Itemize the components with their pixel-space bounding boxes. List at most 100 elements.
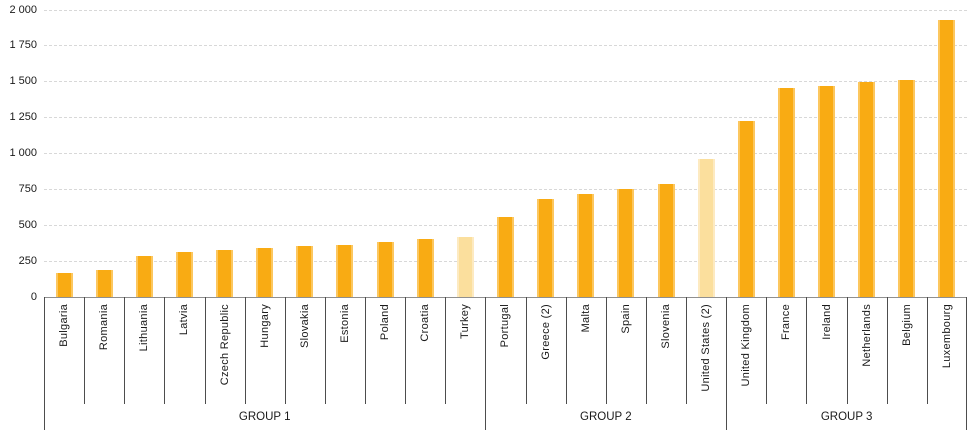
group-divider bbox=[44, 297, 45, 430]
category-cell: Slovakia bbox=[285, 298, 325, 404]
category-label: Luxembourg bbox=[940, 304, 953, 369]
bar bbox=[537, 198, 555, 297]
bar bbox=[376, 241, 394, 297]
category-cell: Croatia bbox=[405, 298, 445, 404]
category-cell: Greece (2) bbox=[526, 298, 566, 404]
category-label: Turkey bbox=[459, 304, 472, 340]
bar bbox=[95, 269, 113, 297]
category-label: Greece (2) bbox=[539, 304, 552, 360]
bar bbox=[296, 246, 314, 297]
category-divider bbox=[324, 297, 326, 404]
category-divider bbox=[686, 297, 688, 404]
bar bbox=[577, 193, 595, 297]
category-divider bbox=[244, 297, 246, 404]
category-cell: Bulgaria bbox=[44, 298, 84, 404]
category-label: Estonia bbox=[338, 304, 351, 343]
category-cell: Slovenia bbox=[646, 298, 686, 404]
category-label: Belgium bbox=[900, 304, 913, 346]
category-divider bbox=[886, 297, 888, 404]
category-divider bbox=[565, 297, 567, 404]
category-cell: France bbox=[766, 298, 806, 404]
category-divider bbox=[645, 297, 647, 404]
category-label: Slovenia bbox=[660, 304, 673, 349]
bar bbox=[416, 238, 434, 297]
category-label: Romania bbox=[98, 304, 111, 351]
bar bbox=[55, 272, 73, 297]
bar bbox=[216, 250, 234, 297]
bar bbox=[135, 256, 153, 297]
bar bbox=[336, 245, 354, 297]
category-cell: Portugal bbox=[485, 298, 525, 404]
category-divider bbox=[766, 297, 768, 404]
category-label: Hungary bbox=[258, 304, 271, 348]
gridline bbox=[44, 153, 967, 154]
category-cell: Poland bbox=[365, 298, 405, 404]
gridline bbox=[44, 45, 967, 47]
category-divider bbox=[365, 297, 367, 404]
category-label: Latvia bbox=[178, 304, 191, 336]
category-label: Czech Republic bbox=[218, 304, 231, 386]
bar bbox=[617, 189, 635, 297]
bar bbox=[898, 79, 916, 297]
y-tick-label: 1 000 bbox=[9, 147, 37, 159]
bar bbox=[497, 216, 514, 297]
category-divider bbox=[284, 297, 286, 404]
category-label: Poland bbox=[379, 304, 392, 341]
category-divider bbox=[84, 297, 86, 404]
category-label: Bulgaria bbox=[58, 304, 71, 347]
category-label: Ireland bbox=[820, 304, 833, 340]
category-label: Slovakia bbox=[298, 304, 311, 348]
category-divider bbox=[204, 297, 206, 404]
category-cell: United Kingdom bbox=[726, 298, 766, 404]
group-label: GROUP 2 bbox=[580, 411, 632, 423]
group-divider bbox=[966, 297, 967, 430]
category-cell: Estonia bbox=[325, 298, 365, 404]
y-tick-label: 1 750 bbox=[9, 39, 37, 52]
category-cell: Lithuania bbox=[124, 298, 164, 404]
category-label-row: Bulgaria Romania Lithuania Latvia Czech Repu… bbox=[44, 298, 967, 404]
category-cell: Turkey bbox=[445, 298, 485, 404]
bar bbox=[256, 248, 274, 297]
bar bbox=[456, 236, 474, 297]
bar bbox=[858, 81, 876, 297]
category-divider bbox=[525, 297, 527, 404]
category-label: Lithuania bbox=[138, 304, 151, 352]
category-cell: Romania bbox=[84, 298, 124, 404]
category-cell: Ireland bbox=[806, 298, 846, 404]
bar bbox=[697, 158, 715, 297]
group-divider bbox=[726, 297, 728, 430]
bar bbox=[657, 183, 675, 297]
category-cell: Belgium bbox=[887, 298, 927, 404]
y-tick-label: 750 bbox=[18, 182, 37, 195]
group-label: GROUP 1 bbox=[238, 411, 291, 423]
category-cell: Luxembourg bbox=[927, 298, 967, 404]
gridline bbox=[44, 117, 967, 119]
category-label: Malta bbox=[579, 304, 592, 333]
category-cell: United States (2) bbox=[686, 298, 726, 404]
category-cell: Czech Republic bbox=[205, 298, 245, 404]
category-divider bbox=[405, 297, 407, 404]
category-divider bbox=[605, 297, 607, 404]
category-divider bbox=[445, 297, 447, 404]
category-label: Netherlands bbox=[860, 304, 873, 367]
gridline bbox=[44, 188, 967, 190]
category-divider bbox=[806, 297, 808, 404]
category-cell: Malta bbox=[566, 298, 606, 404]
category-divider bbox=[164, 297, 166, 404]
category-label: United Kingdom bbox=[740, 304, 753, 387]
y-tick-label: 1 250 bbox=[9, 111, 37, 124]
y-tick-label: 500 bbox=[18, 218, 37, 231]
y-tick-label: 2 000 bbox=[9, 3, 37, 16]
category-cell: Latvia bbox=[164, 298, 204, 404]
category-divider bbox=[846, 297, 848, 404]
category-label: Portugal bbox=[499, 304, 512, 348]
category-cell: Hungary bbox=[245, 298, 285, 404]
group-divider bbox=[485, 297, 487, 430]
category-label: United States (2) bbox=[700, 304, 713, 392]
category-cell: Spain bbox=[606, 298, 646, 404]
category-cell: Netherlands bbox=[847, 298, 887, 404]
y-tick-label: 1 500 bbox=[9, 75, 37, 88]
category-divider bbox=[926, 297, 928, 404]
gridline bbox=[44, 81, 967, 83]
